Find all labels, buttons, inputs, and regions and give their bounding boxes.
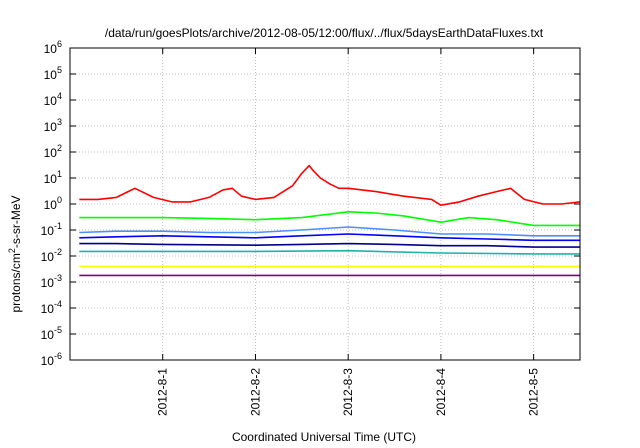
x-tick-labels: 2012-8-1 2012-8-2 2012-8-3 2012-8-4 2012-8-5 bbox=[156, 368, 541, 416]
y-tick-base: 10 bbox=[41, 302, 55, 316]
y-tick-exponent: -6 bbox=[54, 351, 62, 361]
y-axis-label-tail: -s-sr-MeV bbox=[9, 195, 23, 248]
y-tick-base: 10 bbox=[44, 146, 58, 160]
y-tick-label: 10-6 bbox=[41, 351, 62, 368]
y-tick-label: 10-3 bbox=[41, 273, 62, 290]
series-line-4 bbox=[79, 233, 580, 242]
y-tick-label: 10-2 bbox=[41, 247, 62, 264]
y-tick-base: 10 bbox=[44, 94, 58, 108]
series-line-7 bbox=[79, 164, 581, 206]
y-tick-base: 10 bbox=[41, 328, 55, 342]
y-tick-label: 10-1 bbox=[41, 221, 62, 238]
x-tick-label: 2012-8-2 bbox=[248, 368, 262, 416]
y-axis-label: protons/cm2-s-sr-MeV bbox=[7, 195, 23, 312]
y-tick-label: 100 bbox=[44, 195, 62, 212]
y-tick-base: 10 bbox=[44, 42, 58, 56]
y-tick-exponent: 0 bbox=[57, 195, 62, 205]
y-tick-label: 103 bbox=[44, 117, 62, 134]
y-tick-exponent: -4 bbox=[54, 299, 62, 309]
y-tick-base: 10 bbox=[41, 250, 55, 264]
y-tick-labels: 10-610-510-410-310-210-11001011021031041… bbox=[41, 39, 62, 368]
series-line-3 bbox=[79, 242, 580, 248]
y-axis-label-base: protons/cm bbox=[9, 253, 23, 312]
y-tick-exponent: 2 bbox=[57, 143, 62, 153]
y-tick-exponent: 5 bbox=[57, 65, 62, 75]
y-tick-base: 10 bbox=[41, 224, 55, 238]
y-tick-exponent: 1 bbox=[57, 169, 62, 179]
y-tick-label: 106 bbox=[44, 39, 62, 56]
x-tick-label: 2012-8-5 bbox=[527, 368, 541, 416]
y-tick-base: 10 bbox=[44, 172, 58, 186]
y-tick-exponent: 4 bbox=[57, 91, 62, 101]
chart-title: /data/run/goesPlots/archive/2012-08-05/1… bbox=[105, 26, 544, 40]
y-tick-label: 105 bbox=[44, 65, 62, 82]
y-tick-label: 10-5 bbox=[41, 325, 62, 342]
x-tick-label: 2012-8-3 bbox=[341, 368, 355, 416]
series-line-5 bbox=[79, 226, 580, 237]
y-axis-label-sup: 2 bbox=[7, 248, 17, 253]
y-tick-exponent: -5 bbox=[54, 325, 62, 335]
y-tick-base: 10 bbox=[44, 120, 58, 134]
y-tick-label: 10-4 bbox=[41, 299, 62, 316]
series-line-6 bbox=[79, 211, 580, 227]
y-tick-base: 10 bbox=[41, 354, 55, 368]
plot-frame bbox=[69, 47, 581, 361]
x-tick-label: 2012-8-1 bbox=[156, 368, 170, 416]
y-tick-base: 10 bbox=[44, 68, 58, 82]
series-layer bbox=[79, 164, 581, 277]
y-tick-exponent: 3 bbox=[57, 117, 62, 127]
y-tick-label: 101 bbox=[44, 169, 62, 186]
y-tick-exponent: -2 bbox=[54, 247, 62, 257]
y-tick-exponent: -1 bbox=[54, 221, 62, 231]
y-tick-exponent: -3 bbox=[54, 273, 62, 283]
grid bbox=[70, 47, 580, 361]
y-tick-label: 102 bbox=[44, 143, 62, 160]
y-tick-base: 10 bbox=[41, 276, 55, 290]
x-tick-label: 2012-8-4 bbox=[434, 368, 448, 416]
y-tick-exponent: 6 bbox=[57, 39, 62, 49]
y-tick-base: 10 bbox=[44, 198, 58, 212]
y-tick-label: 104 bbox=[44, 91, 62, 108]
series-line-2 bbox=[79, 249, 580, 255]
x-axis-label: Coordinated Universal Time (UTC) bbox=[232, 430, 416, 444]
